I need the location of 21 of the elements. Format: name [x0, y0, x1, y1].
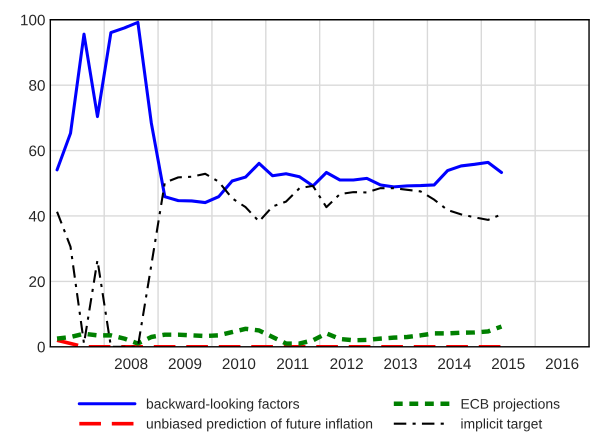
x-tick-label: 2011: [277, 358, 308, 370]
y-tick-label: 80: [29, 80, 45, 91]
x-tick-label: 2012: [330, 358, 363, 370]
legend-label: implicit target: [461, 418, 542, 432]
x-tick-label: 2008: [114, 358, 148, 370]
x-tick-label: 2016: [546, 358, 578, 370]
x-tick-label: 2014: [438, 358, 471, 370]
x-tick-label: 2009: [168, 358, 202, 370]
x-tick-label: 2015: [492, 358, 525, 370]
y-tick-label: 0: [38, 342, 45, 352]
legend-label: unbiased prediction of future inflation: [146, 418, 372, 432]
line-series: [56, 20, 504, 204]
y-tick-label: 60: [29, 145, 45, 156]
y-tick-label: 40: [28, 210, 45, 222]
x-tick-label: 2013: [384, 358, 417, 370]
x-tick-label: 2010: [222, 358, 256, 370]
legend-label: ECB projections: [462, 398, 560, 412]
legend-label: backward-looking factors: [146, 398, 300, 412]
y-tick-label: 20: [29, 276, 45, 288]
line-series: [54, 324, 504, 346]
y-tick-label: 100: [21, 14, 45, 26]
